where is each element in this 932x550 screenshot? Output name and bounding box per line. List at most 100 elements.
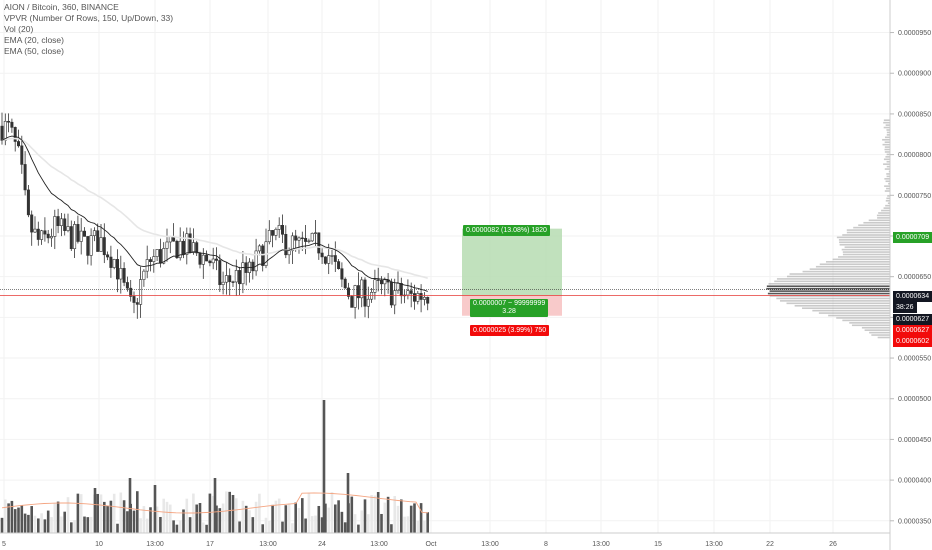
candle-body [43,230,47,235]
x-tick-label: 8 [544,541,548,548]
entry-value: 0.0000007 ~ 99999999 [473,300,546,307]
profit-label[interactable]: 0.0000082 (13.08%) 1820 [463,225,550,236]
y-tick-label: 0.0000350 [898,518,931,525]
candle-body [175,240,179,259]
vpvr-row [842,253,890,256]
y-tick-label: 0.0000800 [898,152,931,159]
time-axis[interactable]: 5 10 13:00 17 13:00 24 13:00 Oct 13:00 8 13:00 15 13… [2,541,837,548]
loss-label[interactable]: 0.0000025 (3.99%) 750 [470,325,550,336]
candle-body [132,296,136,303]
candle-body [294,235,298,241]
candle-body [182,240,186,255]
volume-bar [297,507,301,533]
volume-bar [116,523,119,533]
volume-bar [225,491,228,533]
volume-bar [132,510,136,533]
volume-bar [106,505,109,533]
entry-label[interactable]: 0.0000007 ~ 99999999 3.28 [470,299,549,317]
vpvr-row [883,207,890,209]
x-tick-label: 15 [654,541,662,548]
symbol-title[interactable]: AION / Bitcoin, 360, BINANCE [4,2,119,12]
volume-bar [304,518,307,533]
vpvr-row [851,324,890,327]
volume-bar [122,500,126,533]
candle-body [165,241,169,249]
vpvr-row [825,261,890,263]
ema-lines [1,135,428,292]
candle-body [426,296,430,304]
price-axis[interactable]: 0.0000950 0.0000900 0.0000850 0.0000800 0.00… [890,30,931,525]
candle-body [7,120,11,123]
candle-body [297,237,301,241]
volume-bar [43,519,47,533]
candle-body [257,245,261,252]
candle-body [277,225,281,230]
volume-bar [96,493,99,533]
candle-body [379,279,383,285]
volume-bar [310,516,314,533]
vpvr-row [886,165,890,168]
volume-bar [215,505,218,533]
volume-bar [334,504,337,533]
volume-bar [165,501,169,533]
volume-bar [188,517,192,533]
candle-body [317,232,321,254]
candle-body [13,127,17,142]
vpvr-row [883,163,890,165]
volume-bar [264,517,268,533]
vpvr-row [886,129,890,131]
candle-body [241,262,245,285]
candle-body [238,270,242,285]
vpvr-row [844,246,890,248]
legend-vpvr[interactable]: VPVR (Number Of Rows, 150, Up/Down, 33) [4,13,174,23]
volume-bar [139,518,142,533]
volume-bar [13,509,17,533]
vpvr-row [842,234,890,236]
y-tick-label: 0.0000750 [898,193,931,200]
candle-body [56,216,60,227]
candle-body [383,279,387,285]
candle-body [389,281,393,306]
candle-body [284,233,288,256]
volume-bar [7,503,10,533]
volume-bar [30,506,33,533]
candle-body [66,226,70,231]
candle-body [363,279,367,307]
legend-volume[interactable]: Vol (20) [4,24,34,34]
x-tick-label: Oct [426,541,437,548]
vpvr-row [884,136,890,139]
vpvr-row [883,158,890,161]
y-tick-label: 0.0000900 [898,71,931,78]
volume-bar [128,478,132,533]
candle-body [152,256,156,262]
volume-bar [301,498,304,533]
vpvr-row [886,160,890,163]
x-tick-label: 13:00 [370,541,388,548]
legend-ema-50[interactable]: EMA (50, close) [4,46,64,56]
candle-body [373,279,377,293]
candle-body [36,228,40,240]
vpvr-row [858,224,890,227]
vpvr-row [877,217,890,219]
candle-body [139,279,143,305]
candle-body [83,230,87,237]
candle-body [116,259,120,280]
candle-body [102,237,106,256]
candle-body [3,120,7,141]
legend-ema-20[interactable]: EMA (20, close) [4,35,64,45]
vpvr-row [849,322,890,324]
volume-bar [244,505,248,533]
vpvr-row [836,317,890,319]
y-tick-label: 0.0000850 [898,111,931,118]
vpvr-row [794,304,890,307]
candle-body [26,189,30,216]
volume-bar [73,520,76,533]
volume-bar [89,516,93,533]
volume-bar [218,508,222,533]
volume-bar [112,493,116,533]
volume-bar [119,492,123,533]
vpvr-row [884,148,890,151]
vpvr-row [846,231,890,234]
volume-bar [70,522,73,533]
